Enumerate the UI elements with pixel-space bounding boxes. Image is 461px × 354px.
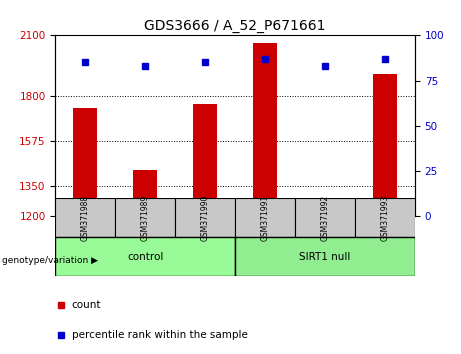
Bar [73,108,97,216]
Text: GSM371989: GSM371989 [141,195,150,241]
Text: GSM371993: GSM371993 [380,194,390,241]
Text: GSM371990: GSM371990 [201,194,210,241]
Text: GSM371988: GSM371988 [81,195,90,241]
Text: genotype/variation ▶: genotype/variation ▶ [2,256,98,265]
Bar [235,237,415,276]
Bar [373,74,397,216]
Bar [355,198,415,237]
Bar [115,198,175,237]
Bar [193,104,217,216]
Title: GDS3666 / A_52_P671661: GDS3666 / A_52_P671661 [144,19,326,33]
Bar [55,237,235,276]
Text: GSM371991: GSM371991 [260,195,270,241]
Text: GSM371992: GSM371992 [320,195,330,241]
Bar [55,198,115,237]
Bar [295,198,355,237]
Text: percentile rank within the sample: percentile rank within the sample [71,330,248,339]
Bar [175,198,235,237]
Bar [313,213,337,216]
Text: count: count [71,299,101,310]
Bar [235,198,295,237]
Bar [133,170,157,216]
Bar [253,44,277,216]
Text: control: control [127,252,163,262]
Text: SIRT1 null: SIRT1 null [299,252,351,262]
